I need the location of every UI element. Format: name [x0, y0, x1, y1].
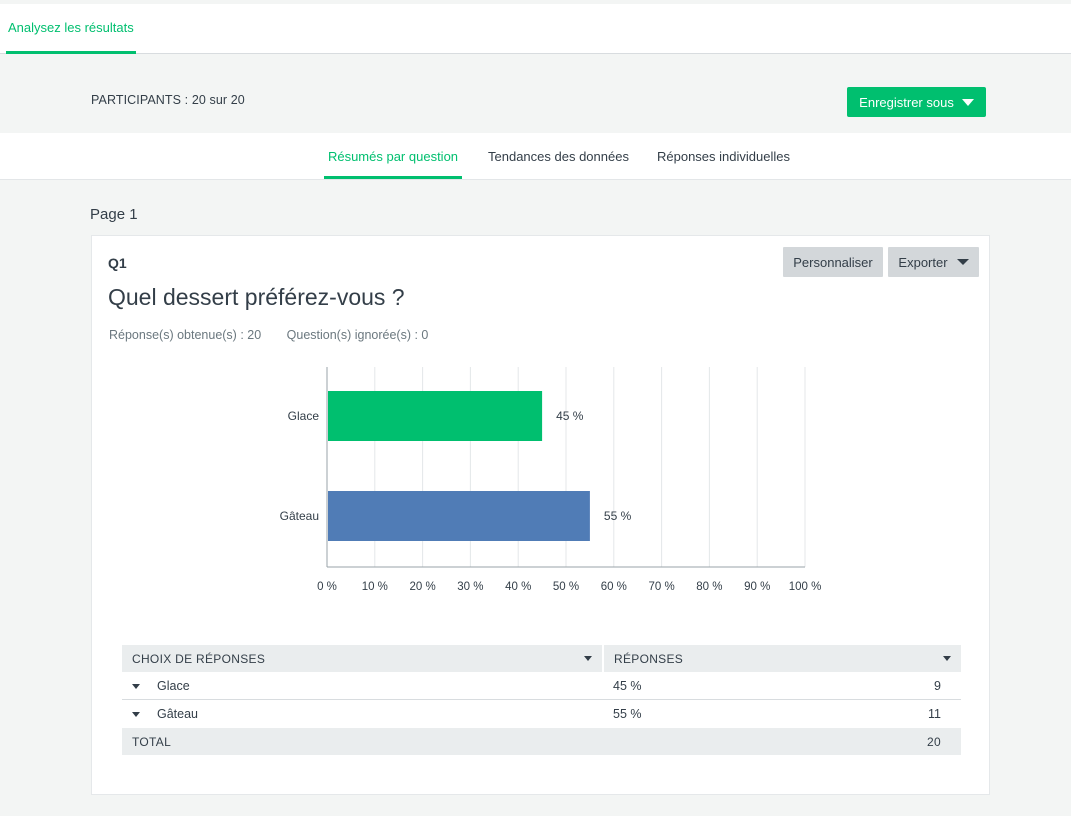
- question-stats: Réponse(s) obtenue(s) : 20 Question(s) i…: [109, 328, 450, 342]
- total-label: TOTAL: [132, 734, 172, 749]
- top-nav-bar: Analysez les résultats: [0, 0, 1071, 54]
- table-row: Gâteau 55 % 11: [122, 700, 961, 728]
- question-number: Q1: [108, 255, 127, 271]
- save-as-label: Enregistrer sous: [859, 94, 954, 110]
- row-count: 9: [934, 678, 941, 693]
- column-header-choices[interactable]: CHOIX DE RÉPONSES: [122, 645, 602, 672]
- data-label: 45 %: [556, 409, 584, 423]
- question-card: Q1 Personnaliser Exporter Quel dessert p…: [91, 235, 990, 795]
- participants-count: PARTICIPANTS : 20 sur 20: [91, 93, 245, 107]
- category-label: Glace: [288, 409, 320, 423]
- column-header-responses[interactable]: RÉPONSES: [604, 645, 961, 672]
- skipped-count: Question(s) ignorée(s) : 0: [286, 328, 429, 342]
- row-count: 11: [928, 707, 941, 721]
- table-header: CHOIX DE RÉPONSES RÉPONSES: [122, 645, 961, 672]
- sort-caret-icon: [584, 656, 592, 661]
- chevron-down-icon: [961, 98, 974, 106]
- tab-analyze-results[interactable]: Analysez les résultats: [6, 4, 136, 54]
- expand-row-icon[interactable]: [132, 712, 140, 717]
- answered-count: Réponse(s) obtenue(s) : 20: [109, 328, 262, 342]
- customize-button[interactable]: Personnaliser: [783, 247, 883, 277]
- x-tick-label: 50 %: [553, 581, 579, 593]
- x-tick-label: 90 %: [744, 581, 770, 593]
- row-percent: 45 %: [613, 678, 642, 693]
- x-tick-label: 10 %: [362, 581, 388, 593]
- export-label: Exporter: [898, 254, 948, 270]
- chevron-down-icon: [956, 259, 969, 265]
- expand-row-icon[interactable]: [132, 684, 140, 689]
- x-tick-label: 80 %: [696, 581, 722, 593]
- row-choice-label: Glace: [157, 678, 190, 693]
- answer-choices-table: CHOIX DE RÉPONSES RÉPONSES Glace 45 % 9 …: [122, 645, 961, 755]
- question-title: Quel dessert préférez-vous ?: [108, 284, 405, 310]
- bar-chart: 0 % 10 % 20 % 30 % 40 % 50 % 60 % 70 % 80 % 90 % 1…: [280, 367, 822, 593]
- x-tick-label: 30 %: [457, 581, 483, 593]
- x-tick-label: 70 %: [648, 581, 674, 593]
- x-tick-label: 100 %: [789, 581, 822, 593]
- data-label: 55 %: [604, 509, 632, 523]
- category-label: Gâteau: [280, 509, 319, 523]
- column-header-responses-label: RÉPONSES: [614, 651, 684, 666]
- tab-question-summaries[interactable]: Résumés par question: [324, 133, 462, 179]
- column-header-choices-label: CHOIX DE RÉPONSES: [132, 651, 266, 666]
- bar: [328, 391, 543, 441]
- x-tick-label: 40 %: [505, 581, 531, 593]
- table-row: Glace 45 % 9: [122, 672, 961, 700]
- tab-individual-responses[interactable]: Réponses individuelles: [657, 148, 790, 164]
- total-count: 20: [927, 734, 941, 749]
- row-percent: 55 %: [613, 707, 642, 721]
- view-tabs: Résumés par question Tendances des donné…: [0, 133, 1071, 180]
- save-as-button[interactable]: Enregistrer sous: [847, 87, 986, 117]
- x-tick-label: 0 %: [317, 581, 337, 593]
- table-total-row: TOTAL 20: [122, 728, 961, 755]
- tab-data-trends[interactable]: Tendances des données: [488, 148, 629, 164]
- x-tick-label: 20 %: [409, 581, 435, 593]
- customize-label: Personnaliser: [793, 254, 873, 270]
- page-title: Page 1: [90, 206, 138, 223]
- sort-caret-icon: [943, 656, 951, 661]
- export-button[interactable]: Exporter: [888, 247, 979, 277]
- bar: [328, 491, 590, 541]
- row-choice-label: Gâteau: [157, 707, 199, 721]
- x-tick-label: 60 %: [601, 581, 627, 593]
